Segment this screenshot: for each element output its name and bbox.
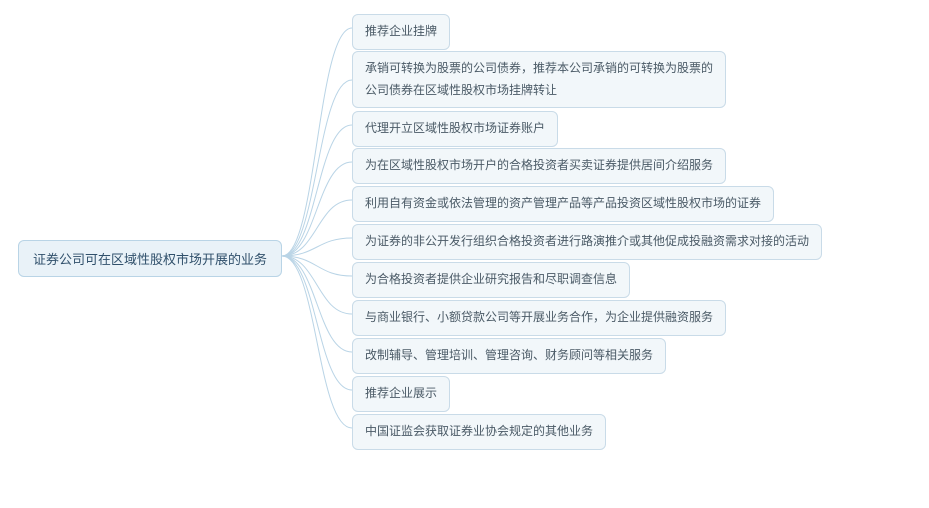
child-label: 为证券的非公开发行组织合格投资者进行路演推介或其他促成投融资需求对接的活动 [365, 234, 809, 248]
child-label: 代理开立区域性股权市场证券账户 [365, 121, 545, 135]
connector-6 [282, 256, 352, 276]
root-label: 证券公司可在区域性股权市场开展的业务 [33, 252, 267, 267]
child-label-line: 承销可转换为股票的公司债券，推荐本公司承销的可转换为股票的 [365, 58, 713, 80]
child-node-7[interactable]: 与商业银行、小额贷款公司等开展业务合作，为企业提供融资服务 [352, 300, 726, 336]
connector-10 [282, 256, 352, 428]
child-node-8[interactable]: 改制辅导、管理培训、管理咨询、财务顾问等相关服务 [352, 338, 666, 374]
child-node-4[interactable]: 利用自有资金或依法管理的资产管理产品等产品投资区域性股权市场的证券 [352, 186, 774, 222]
child-node-9[interactable]: 推荐企业展示 [352, 376, 450, 412]
child-node-3[interactable]: 为在区域性股权市场开户的合格投资者买卖证券提供居间介绍服务 [352, 148, 726, 184]
connector-5 [282, 238, 352, 256]
child-node-2[interactable]: 代理开立区域性股权市场证券账户 [352, 111, 558, 147]
connector-3 [282, 162, 352, 256]
connector-2 [282, 125, 352, 256]
connector-0 [282, 28, 352, 256]
child-label: 推荐企业展示 [365, 386, 437, 400]
root-node[interactable]: 证券公司可在区域性股权市场开展的业务 [18, 240, 282, 277]
child-label-line: 公司债券在区域性股权市场挂牌转让 [365, 80, 713, 102]
child-label: 中国证监会获取证券业协会规定的其他业务 [365, 424, 593, 438]
connector-7 [282, 256, 352, 314]
child-node-1[interactable]: 承销可转换为股票的公司债券，推荐本公司承销的可转换为股票的公司债券在区域性股权市… [352, 51, 726, 108]
child-node-6[interactable]: 为合格投资者提供企业研究报告和尽职调查信息 [352, 262, 630, 298]
connector-4 [282, 200, 352, 256]
connector-8 [282, 256, 352, 352]
child-label: 改制辅导、管理培训、管理咨询、财务顾问等相关服务 [365, 348, 653, 362]
child-node-10[interactable]: 中国证监会获取证券业协会规定的其他业务 [352, 414, 606, 450]
child-label: 与商业银行、小额贷款公司等开展业务合作，为企业提供融资服务 [365, 310, 713, 324]
child-label: 为在区域性股权市场开户的合格投资者买卖证券提供居间介绍服务 [365, 158, 713, 172]
child-node-5[interactable]: 为证券的非公开发行组织合格投资者进行路演推介或其他促成投融资需求对接的活动 [352, 224, 822, 260]
child-label: 利用自有资金或依法管理的资产管理产品等产品投资区域性股权市场的证券 [365, 196, 761, 210]
connector-1 [282, 80, 352, 256]
child-label: 为合格投资者提供企业研究报告和尽职调查信息 [365, 272, 617, 286]
child-node-0[interactable]: 推荐企业挂牌 [352, 14, 450, 50]
connector-9 [282, 256, 352, 390]
child-label: 推荐企业挂牌 [365, 24, 437, 38]
